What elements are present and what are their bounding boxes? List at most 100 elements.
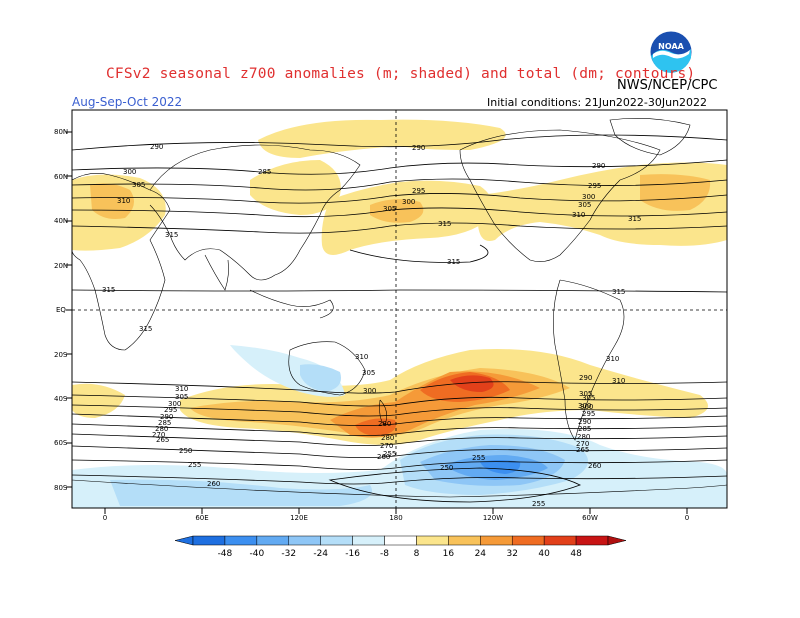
contour-label: 310 [355,353,368,361]
colorbar-tick-label: 32 [507,549,518,559]
contour-label: 310 [612,377,625,385]
colorbar-tick-label: 24 [475,549,487,559]
contour-labels: 290 300 305 310 285 315 290 295 300 305 … [102,143,641,508]
contour-label: 315 [628,215,641,223]
colorbar-right-arrow [607,535,627,546]
contour-label: 270 [576,440,589,448]
contour-label: 300 [402,198,415,206]
contour-label: 295 [412,187,425,195]
colorbar-tick-label: -8 [380,549,389,559]
lat-label: 40N [54,217,68,225]
contour-label: 250 [440,464,453,472]
contour-label: 295 [588,182,601,190]
height-contours [72,134,727,503]
colorbar-tick-label: 16 [443,549,455,559]
colorbar-swatch [416,535,449,546]
contour-label: 305 [582,394,595,402]
colorbar-tick-label: -32 [281,549,296,559]
contour-label: 260 [207,480,220,488]
contour-label: 300 [582,193,595,201]
lat-label: 80S [54,484,68,492]
contour-label: 290 [592,162,605,170]
colorbar-swatch [224,535,258,546]
contour-label: 260 [588,462,601,470]
lat-label: 20S [54,351,68,359]
contour-label: 285 [578,425,591,433]
colorbar-tick-label: -24 [313,549,328,559]
contour-label: 305 [132,181,145,189]
colorbar-swatch [256,535,290,546]
noaa-logo-text: NOAA [658,42,684,51]
colorbar-tick-label: 8 [414,549,420,559]
contour-label: 315 [165,231,178,239]
colorbar-swatch [575,535,609,546]
contour-label: 265 [576,446,589,454]
contour-label: 290 [578,418,591,426]
contour-label: 305 [175,393,188,401]
contour-label: 255 [383,450,396,458]
lat-label: 60N [54,173,68,181]
noaa-logo: NOAA [649,30,693,74]
colorbar-swatch [288,535,321,546]
contour-label: 270 [380,442,393,450]
contour-label: 290 [579,374,592,382]
contour-label: 315 [447,258,460,266]
colorbar: -48 -40 -32 -24 -16 -8 8 16 24 32 40 48 [174,535,627,559]
colorbar-tick-label: -48 [218,549,233,559]
lat-label: 60S [54,439,68,447]
contour-label: 255 [532,500,545,508]
contour-label: 310 [606,355,619,363]
contour-label: 285 [258,168,271,176]
contour-label: 280 [378,420,391,428]
colorbar-swatch [384,535,417,546]
lat-label: 40S [54,395,68,403]
contour-label: 265 [156,436,169,444]
lon-label: 0 [685,514,689,522]
colorbar-swatch [480,535,513,546]
contour-label: 300 [123,168,136,176]
contour-label: 280 [577,433,590,441]
initial-conditions-label: Initial conditions: 21Jun2022-30Jun2022 [487,96,708,109]
contour-label: 315 [438,220,451,228]
lon-label: 0 [103,514,107,522]
contour-label: 305 [579,390,592,398]
map-title: CFSv2 seasonal z700 anomalies (m; shaded… [106,66,696,82]
contour-label: 300 [168,400,181,408]
contour-label: 295 [164,406,177,414]
colorbar-swatch [511,535,545,546]
contour-label: 280 [381,434,394,442]
contour-label: 305 [578,201,591,209]
agency-label: NWS/NCEP/CPC [617,78,718,93]
contour-label: 315 [612,288,625,296]
lon-label: 60W [582,514,598,522]
colorbar-swatch [192,535,226,546]
contour-label: 290 [412,144,425,152]
lat-label: EQ [56,306,66,314]
contour-label: 315 [139,325,152,333]
contour-label: 305 [362,369,375,377]
contour-label: 255 [472,454,485,462]
contour-label: 280 [155,425,168,433]
lon-axis: 0 60E 120E 180 120W 60W 0 [103,508,689,522]
season-label: Aug-Sep-Oct 2022 [72,95,183,109]
contour-label: 300 [580,403,593,411]
contour-label: 295 [582,410,595,418]
colorbar-tick-label: -16 [345,549,360,559]
colorbar-swatch [320,535,353,546]
colorbar-tick-label: 40 [538,549,550,559]
contour-label: 310 [572,211,585,219]
colorbar-left-arrow [174,535,194,546]
coastlines [72,118,727,498]
contour-label: 255 [188,461,201,469]
colorbar-swatch [543,535,577,546]
colorbar-swatch [448,535,481,546]
contour-label: 290 [160,413,173,421]
lon-label: 120E [290,514,308,522]
contour-label: 315 [102,286,115,294]
lat-label: 80N [54,128,68,136]
contour-label: 310 [117,197,130,205]
colorbar-swatch [352,535,385,546]
contour-label: 300 [578,402,591,410]
lon-label: 120W [483,514,503,522]
